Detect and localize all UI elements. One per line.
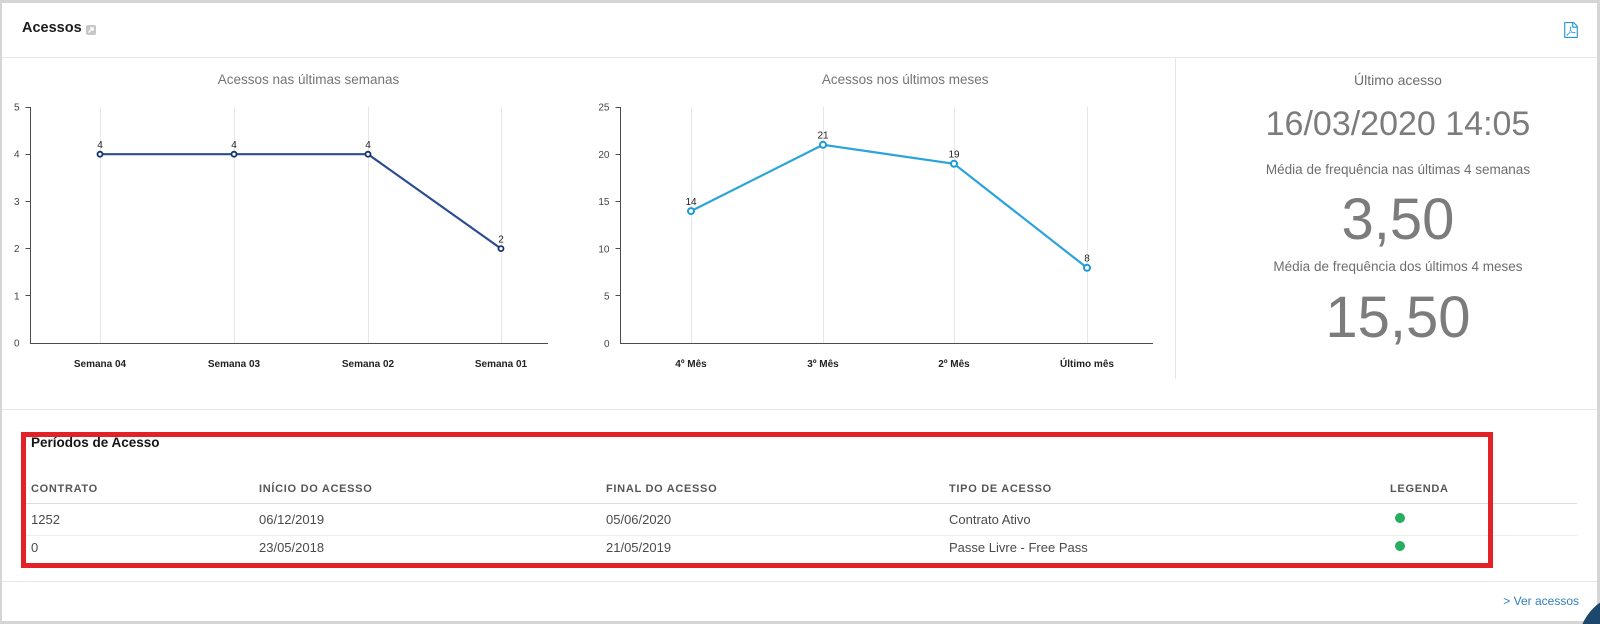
svg-text:5: 5	[604, 292, 610, 303]
svg-text:1: 1	[14, 291, 20, 302]
svg-text:Semana 03: Semana 03	[208, 359, 261, 370]
svg-text:2º Mês: 2º Mês	[938, 359, 970, 370]
svg-text:5: 5	[14, 103, 20, 114]
svg-text:Acessos nas últimas semanas: Acessos nas últimas semanas	[218, 72, 400, 87]
svg-text:10: 10	[598, 244, 610, 255]
svg-text:Acessos nos últimos meses: Acessos nos últimos meses	[822, 72, 989, 87]
svg-text:14: 14	[685, 197, 697, 208]
svg-text:8: 8	[1084, 254, 1090, 265]
svg-text:0: 0	[604, 339, 610, 350]
svg-text:4º Mês: 4º Mês	[675, 359, 707, 370]
svg-text:19: 19	[948, 150, 960, 161]
svg-text:3: 3	[14, 197, 20, 208]
svg-text:2: 2	[14, 244, 20, 255]
svg-text:4: 4	[365, 140, 371, 151]
svg-text:Último mês: Último mês	[1060, 357, 1114, 370]
svg-text:0: 0	[14, 339, 20, 350]
svg-text:20: 20	[598, 150, 610, 161]
svg-text:2: 2	[498, 234, 504, 245]
svg-text:21: 21	[817, 131, 829, 142]
svg-text:15: 15	[598, 197, 610, 208]
svg-text:25: 25	[598, 103, 610, 114]
svg-text:Semana 02: Semana 02	[342, 359, 395, 370]
svg-text:4: 4	[97, 140, 103, 151]
svg-text:Semana 01: Semana 01	[475, 359, 528, 370]
svg-text:Semana 04: Semana 04	[74, 359, 127, 370]
svg-text:3º Mês: 3º Mês	[807, 359, 839, 370]
svg-text:4: 4	[231, 140, 237, 151]
svg-text:4: 4	[14, 150, 20, 161]
